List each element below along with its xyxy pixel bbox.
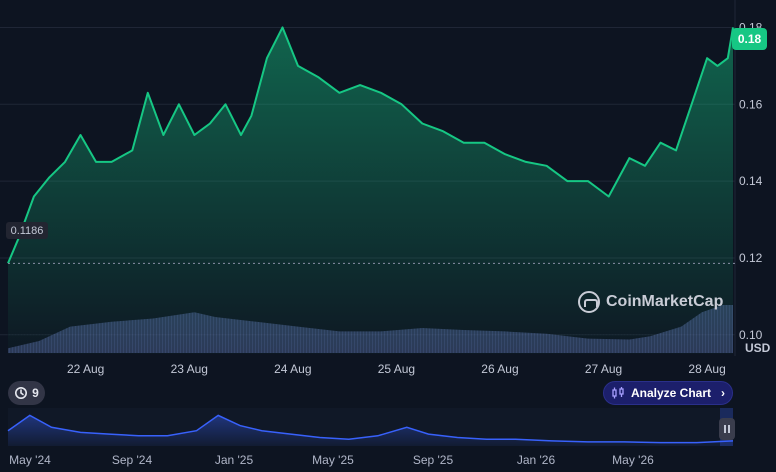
price-line-path (7, 26, 734, 264)
x-axis: 22 Aug 23 Aug 24 Aug 25 Aug 26 Aug 27 Aug 28 A… (67, 362, 726, 376)
price-line (7, 26, 734, 264)
current-price-badge: 0.18 (732, 28, 767, 50)
analyze-chart-button[interactable]: Analyze Chart › (603, 381, 733, 405)
analyze-chart-label: Analyze Chart (630, 386, 712, 400)
price-area (8, 27, 733, 355)
y-tick-label: 0.12 (739, 251, 763, 265)
y-axis: 0.180.160.140.120.10 (739, 20, 763, 341)
x-tick-label: 22 Aug (67, 362, 104, 376)
y-tick-label: 0.14 (739, 174, 763, 188)
navigator-tick-label: Jan '26 (517, 453, 556, 467)
navigator-axis: May '24 Sep '24 Jan '25 May '25 Sep '25 Jan '… (9, 453, 654, 467)
navigator-tick-label: Sep '25 (413, 453, 454, 467)
navigator-tick-label: May '24 (9, 453, 51, 467)
candlestick-icon (612, 387, 624, 399)
range-history-button[interactable]: 9 (8, 381, 45, 405)
x-tick-label: 27 Aug (585, 362, 622, 376)
x-tick-label: 26 Aug (481, 362, 518, 376)
currency-label: USD (745, 341, 771, 355)
coinmarketcap-logo-icon (578, 291, 600, 313)
brand-name: CoinMarketCap (606, 293, 724, 310)
navigator-tick-label: May '25 (312, 453, 354, 467)
y-tick-label: 0.10 (739, 328, 763, 342)
price-area-fill (8, 27, 733, 355)
navigator-area (8, 415, 733, 446)
navigator-tick-label: Sep '24 (112, 453, 153, 467)
navigator[interactable] (7, 408, 734, 446)
brand-logo: CoinMarketCap (578, 291, 723, 313)
history-icon (15, 387, 28, 399)
navigator-tick-label: Jan '25 (215, 453, 254, 467)
x-tick-label: 28 Aug (688, 362, 725, 376)
navigator-tick-label: May '26 (612, 453, 654, 467)
x-tick-label: 25 Aug (378, 362, 415, 376)
chevron-right-icon: › (721, 386, 726, 400)
navigator-line (7, 414, 734, 444)
x-tick-label: 24 Aug (274, 362, 311, 376)
range-count: 9 (32, 386, 39, 400)
navigator-handle[interactable] (719, 418, 735, 440)
x-tick-label: 23 Aug (171, 362, 208, 376)
start-price-badge: 0.1186 (6, 222, 48, 239)
y-tick-label: 0.16 (739, 97, 763, 111)
